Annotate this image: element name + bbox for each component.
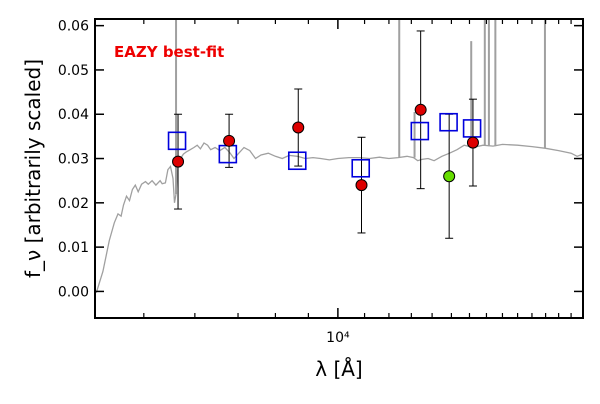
plot-frame — [94, 18, 584, 319]
errorbar-layer — [174, 30, 477, 239]
x-tick-label-0: 10⁴ — [326, 330, 350, 346]
model-point-5 — [439, 112, 458, 132]
y-tick-label-4: 0.04 — [58, 107, 89, 123]
model-points-layer — [167, 112, 482, 178]
template-spectrum-line — [95, 142, 584, 293]
observed-point-5 — [443, 170, 456, 183]
model-point-3 — [351, 158, 371, 178]
observed-point-1 — [223, 134, 236, 147]
model-point-0 — [167, 131, 187, 151]
x-axis-label: λ [Å] — [315, 357, 362, 381]
y-tick-label-6: 0.06 — [58, 19, 89, 35]
model-point-1 — [218, 144, 238, 164]
model-point-2 — [287, 151, 307, 171]
y-tick-label-2: 0.02 — [58, 196, 89, 212]
observed-point-0 — [172, 155, 185, 168]
tick-layer: 0.00 0.01 0.02 0.03 0.04 0.05 0.06 10⁴ — [58, 19, 584, 346]
y-tick-label-0: 0.00 — [58, 284, 89, 300]
model-point-4 — [410, 121, 430, 141]
observed-point-4 — [414, 103, 427, 116]
y-tick-label-3: 0.03 — [58, 152, 89, 168]
observed-points-layer — [172, 103, 479, 192]
y-axis-label: f_ν [arbitrarily scaled] — [21, 59, 45, 278]
y-tick-label-5: 0.05 — [58, 63, 89, 79]
chart-annotation: EAZY best-fit — [114, 43, 224, 61]
observed-point-3 — [355, 179, 368, 192]
observed-point-2 — [292, 121, 305, 134]
y-tick-label-1: 0.01 — [58, 240, 89, 256]
observed-point-6 — [466, 136, 479, 149]
